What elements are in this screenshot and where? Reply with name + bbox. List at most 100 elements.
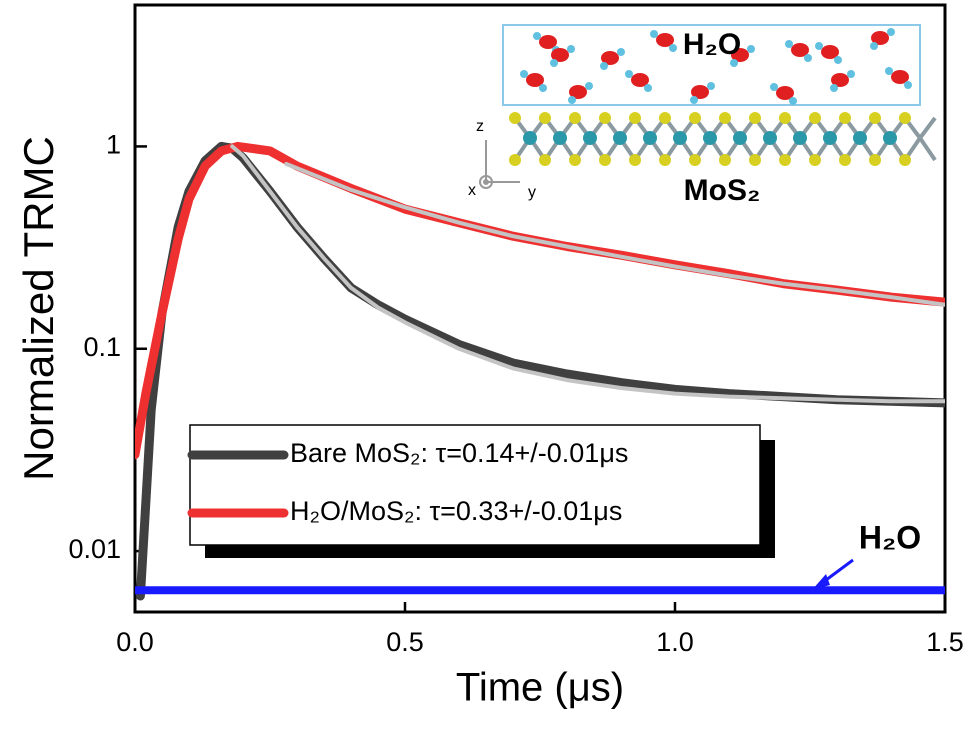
hydrogen: [785, 40, 793, 48]
data-line: [284, 161, 945, 307]
sulfur: [629, 112, 641, 124]
sulfur: [779, 112, 791, 124]
hydrogen: [550, 59, 558, 67]
hydrogen: [747, 45, 755, 53]
hydrogen: [887, 28, 895, 36]
hydrogen: [669, 44, 677, 52]
y-tick-label: 0.01: [68, 534, 121, 564]
oxygen: [821, 45, 839, 59]
hydrogen: [520, 70, 528, 78]
legend-box: [189, 424, 761, 546]
legend-label: H₂O/MoS₂: τ=0.33+/-0.01μs: [290, 496, 622, 526]
data-line: [230, 144, 945, 404]
bond: [918, 136, 937, 162]
hydrogen: [585, 82, 593, 90]
annotation: y: [528, 184, 536, 201]
sulfur: [569, 112, 581, 124]
hydrogen: [834, 56, 842, 64]
sulfur: [569, 154, 581, 166]
sulfur: [689, 154, 701, 166]
hydrogen: [885, 67, 893, 75]
annotation: H₂O: [859, 519, 921, 555]
oxygen: [551, 48, 569, 62]
plot-area: [135, 141, 945, 601]
x-tick-label: 0.0: [116, 627, 154, 657]
oxygen: [691, 85, 709, 99]
molybdenum: [643, 131, 657, 145]
sulfur: [899, 112, 911, 124]
hydrogen: [650, 30, 658, 38]
sulfur: [659, 154, 671, 166]
hydrogen: [625, 70, 633, 78]
molybdenum: [883, 131, 897, 145]
sulfur: [659, 112, 671, 124]
annotation: z: [476, 118, 484, 135]
y-tick-label: 0.1: [83, 332, 121, 362]
sulfur: [749, 112, 761, 124]
sulfur: [839, 112, 851, 124]
molybdenum: [553, 131, 567, 145]
annotation: MoS₂: [684, 174, 761, 207]
oxygen: [871, 31, 889, 45]
hydrogen: [830, 84, 838, 92]
oxygen: [731, 48, 749, 62]
legend-label: Bare MoS₂: τ=0.14+/-0.01μs: [290, 438, 628, 468]
oxygen: [776, 86, 794, 100]
plot-frame: [133, 3, 947, 614]
hydrogen: [870, 42, 878, 50]
molybdenum: [823, 131, 837, 145]
sulfur: [869, 154, 881, 166]
hydrogen: [804, 54, 812, 62]
oxygen: [601, 51, 619, 65]
sulfur: [539, 112, 551, 124]
annotation: x: [468, 182, 476, 199]
oxygen: [526, 73, 544, 87]
x-tick-label: 1.0: [656, 627, 694, 657]
inset-illustration: [479, 24, 937, 189]
sulfur: [869, 112, 881, 124]
sulfur: [809, 112, 821, 124]
molybdenum: [673, 131, 687, 145]
molybdenum: [853, 131, 867, 145]
hydrogen: [533, 32, 541, 40]
y-tick-label: 1: [106, 130, 121, 160]
molybdenum: [793, 131, 807, 145]
oxygen: [539, 35, 557, 49]
sulfur: [839, 154, 851, 166]
hydrogen: [567, 45, 575, 53]
hydrogen: [600, 62, 608, 70]
annotation-arrowhead: [812, 574, 830, 590]
sulfur: [599, 112, 611, 124]
hydrogen: [789, 97, 797, 105]
hydrogen: [568, 96, 576, 104]
bond: [918, 116, 937, 140]
molybdenum: [733, 131, 747, 145]
oxygen: [791, 43, 809, 57]
oxygen: [891, 70, 909, 84]
y-axis-label: Normalized TRMC: [15, 136, 62, 481]
hydrogen: [617, 48, 625, 56]
data-line: [135, 141, 945, 460]
molybdenum: [703, 131, 717, 145]
hydrogen: [730, 59, 738, 67]
sulfur: [689, 112, 701, 124]
hydrogen: [770, 83, 778, 91]
annotation: H₂O: [683, 28, 741, 61]
oxygen: [569, 85, 587, 99]
sulfur: [629, 154, 641, 166]
hydrogen: [690, 96, 698, 104]
sulfur: [779, 154, 791, 166]
sulfur: [749, 154, 761, 166]
hydrogen: [539, 84, 547, 92]
sulfur: [809, 154, 821, 166]
sulfur: [539, 154, 551, 166]
hydrogen: [815, 42, 823, 50]
sulfur: [719, 112, 731, 124]
x-tick-label: 1.5: [926, 627, 964, 657]
hydrogen: [644, 84, 652, 92]
molybdenum: [523, 131, 537, 145]
hydrogen: [904, 81, 912, 89]
sulfur: [899, 154, 911, 166]
x-tick-label: 0.5: [386, 627, 424, 657]
